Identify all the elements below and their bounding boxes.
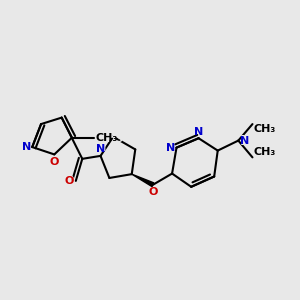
Text: CH₃: CH₃ — [95, 130, 123, 145]
Text: O: O — [62, 174, 74, 188]
Text: CH₃: CH₃ — [253, 143, 281, 158]
Text: O: O — [48, 157, 60, 171]
Text: O: O — [147, 187, 159, 201]
Text: O: O — [50, 157, 59, 167]
Text: N: N — [96, 143, 105, 154]
Text: N: N — [193, 123, 204, 137]
Text: N: N — [194, 127, 203, 137]
Text: CH₃: CH₃ — [95, 133, 118, 142]
Text: N: N — [22, 142, 31, 152]
Text: CH₃: CH₃ — [253, 147, 276, 158]
Text: CH₃: CH₃ — [253, 124, 276, 134]
Polygon shape — [132, 174, 154, 187]
Text: N: N — [19, 140, 31, 154]
Text: N: N — [240, 136, 249, 146]
Text: N: N — [240, 134, 251, 148]
Text: O: O — [148, 187, 158, 197]
Text: CH₃: CH₃ — [253, 124, 281, 138]
Text: N: N — [164, 141, 175, 154]
Text: N: N — [95, 140, 106, 154]
Text: N: N — [166, 142, 175, 153]
Text: O: O — [65, 176, 74, 186]
